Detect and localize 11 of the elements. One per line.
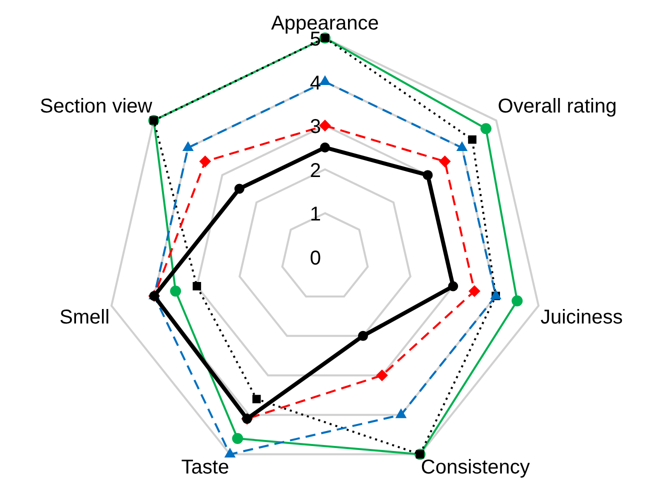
spoke-label: Overall rating	[498, 96, 617, 118]
spoke-label: Juiciness	[540, 306, 623, 329]
y-tick-label: 1	[310, 204, 321, 226]
y-tick-label: 2	[310, 160, 321, 182]
spoke-label: Appearance	[271, 12, 379, 35]
spoke-label: Smell	[60, 306, 110, 329]
spoke-label: Taste	[181, 456, 230, 479]
y-tick-label: 0	[310, 248, 321, 270]
spoke-label: Section view	[40, 96, 153, 118]
spoke-label: Consistency	[420, 456, 530, 479]
y-tick-label: 4	[310, 72, 321, 94]
